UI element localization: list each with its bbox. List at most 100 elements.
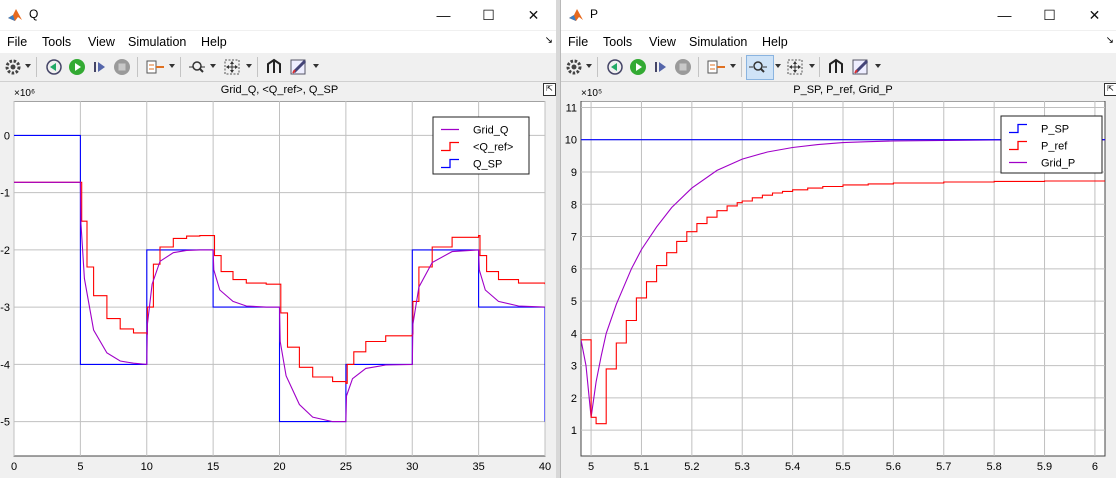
stop-icon[interactable] [112,57,132,77]
legend-swatch [1009,140,1027,151]
x-tick-label: 6 [1092,461,1098,473]
legend-swatch [1009,123,1027,134]
scope-plot-p[interactable]: 5 5.1 5.2 5.3 5.4 5.5 5.6 5.7 5.8 5.9 6 1 2 3 4 5 6 7 8 9 10… [561,101,1116,478]
maximize-button[interactable]: ☐ [482,7,495,23]
chevron-down-icon[interactable] [586,64,592,68]
scope-plot-q[interactable]: 0 5 10 15 20 25 30 35 40 0 -1 -2 -3 -4 -5 Grid_Q <Q_ref>… [0,101,556,478]
x-tick-label: 5.5 [835,461,850,473]
minimize-button[interactable]: — [997,7,1012,23]
series-line-qsp [14,134,545,423]
menu-file[interactable]: File [568,35,589,49]
chevron-down-icon[interactable] [210,64,216,68]
chevron-down-icon[interactable] [875,64,881,68]
divider [741,57,742,77]
toolbar [0,53,556,82]
y-tick-label: 5 [571,296,577,308]
chevron-down-icon[interactable] [246,64,252,68]
legend-entry: <Q_ref> [473,142,513,154]
chevron-down-icon[interactable] [775,64,781,68]
x-tick-label: 40 [539,461,551,473]
series-line-gridp [581,139,1105,418]
fit-icon[interactable] [221,57,243,77]
gear-icon[interactable] [4,57,22,77]
style-icon[interactable] [288,57,310,77]
minimize-button[interactable]: — [436,7,451,23]
y-tick-label: 7 [571,232,577,244]
divider [180,57,181,77]
x-tick-label: 5.7 [936,461,951,473]
x-tick-label: 20 [273,461,285,473]
series-line-pref [581,180,1105,425]
x-tick-label: 5.9 [1037,461,1052,473]
window-gap [556,0,560,478]
chevron-down-icon[interactable] [809,64,815,68]
y-tick-label: 9 [571,167,577,179]
y-tick-label: 11 [566,102,577,114]
y-tick-label: 0 [4,130,10,142]
scope-window-p: P — ☐ ✕ File Tools View Simulation Help … [560,0,1116,478]
chevron-down-icon[interactable] [730,64,736,68]
window-title: Q [29,7,39,21]
y-tick-label: 2 [571,393,577,405]
y-tick-label: 3 [571,361,577,373]
menu-tools[interactable]: Tools [603,35,633,49]
divider [36,57,37,77]
title-bar[interactable]: Q — ☐ ✕ [0,0,556,30]
x-tick-label: 5.8 [987,461,1002,473]
y-tick-label: -2 [0,245,10,257]
menu-tools[interactable]: Tools [42,35,72,49]
y-tick-label: 4 [571,328,577,340]
chevron-down-icon[interactable] [25,64,31,68]
zoom-x-icon[interactable] [187,57,207,77]
zoom-x-icon[interactable] [746,55,774,80]
chevron-down-icon[interactable] [313,64,319,68]
stop-icon[interactable] [673,57,693,77]
y-tick-label: -3 [0,302,10,314]
toolbar [561,53,1116,82]
undock-icon[interactable]: ⇱ [543,83,556,96]
x-tick-label: 5.1 [634,461,649,473]
x-tick-label: 5.4 [785,461,800,473]
highlight-block-icon[interactable] [826,57,846,77]
x-tick-label: 35 [473,461,485,473]
divider [597,57,598,77]
step-back-icon[interactable] [44,57,64,77]
legend-swatch [441,158,459,169]
menu-view[interactable]: View [88,35,115,49]
dock-arrow-icon[interactable]: ↘ [1105,35,1114,46]
step-forward-icon[interactable] [651,57,671,77]
y-exponent: ×10⁵ [581,88,603,99]
menu-view[interactable]: View [649,35,676,49]
y-tick-label: 6 [571,264,577,276]
close-button[interactable]: ✕ [1088,7,1101,23]
y-tick-label: -4 [0,359,10,371]
menu-simulation[interactable]: Simulation [128,35,187,49]
x-tick-label: 25 [340,461,352,473]
close-button[interactable]: ✕ [527,7,540,23]
menu-simulation[interactable]: Simulation [689,35,748,49]
legend-entry: Grid_P [1041,158,1075,170]
dock-arrow-icon[interactable]: ↘ [544,35,553,46]
fit-icon[interactable] [784,57,806,77]
plot-title: Grid_Q, <Q_ref>, Q_SP [220,84,339,96]
chevron-down-icon[interactable] [169,64,175,68]
title-bar[interactable]: P — ☐ ✕ [561,0,1116,30]
step-back-icon[interactable] [605,57,625,77]
step-forward-icon[interactable] [90,57,110,77]
menu-help[interactable]: Help [201,35,227,49]
menu-file[interactable]: File [7,35,28,49]
run-icon[interactable] [628,57,648,77]
signal-selector-icon[interactable] [144,57,166,77]
x-tick-label: 30 [406,461,418,473]
divider [137,57,138,77]
signal-selector-icon[interactable] [705,57,727,77]
maximize-button[interactable]: ☐ [1043,7,1056,23]
gear-icon[interactable] [565,57,583,77]
run-icon[interactable] [67,57,87,77]
x-tick-label: 0 [11,461,17,473]
legend-entry: P_SP [1041,124,1069,136]
menu-help[interactable]: Help [762,35,788,49]
style-icon[interactable] [850,57,872,77]
undock-icon[interactable]: ⇱ [1104,83,1116,96]
highlight-block-icon[interactable] [264,57,284,77]
